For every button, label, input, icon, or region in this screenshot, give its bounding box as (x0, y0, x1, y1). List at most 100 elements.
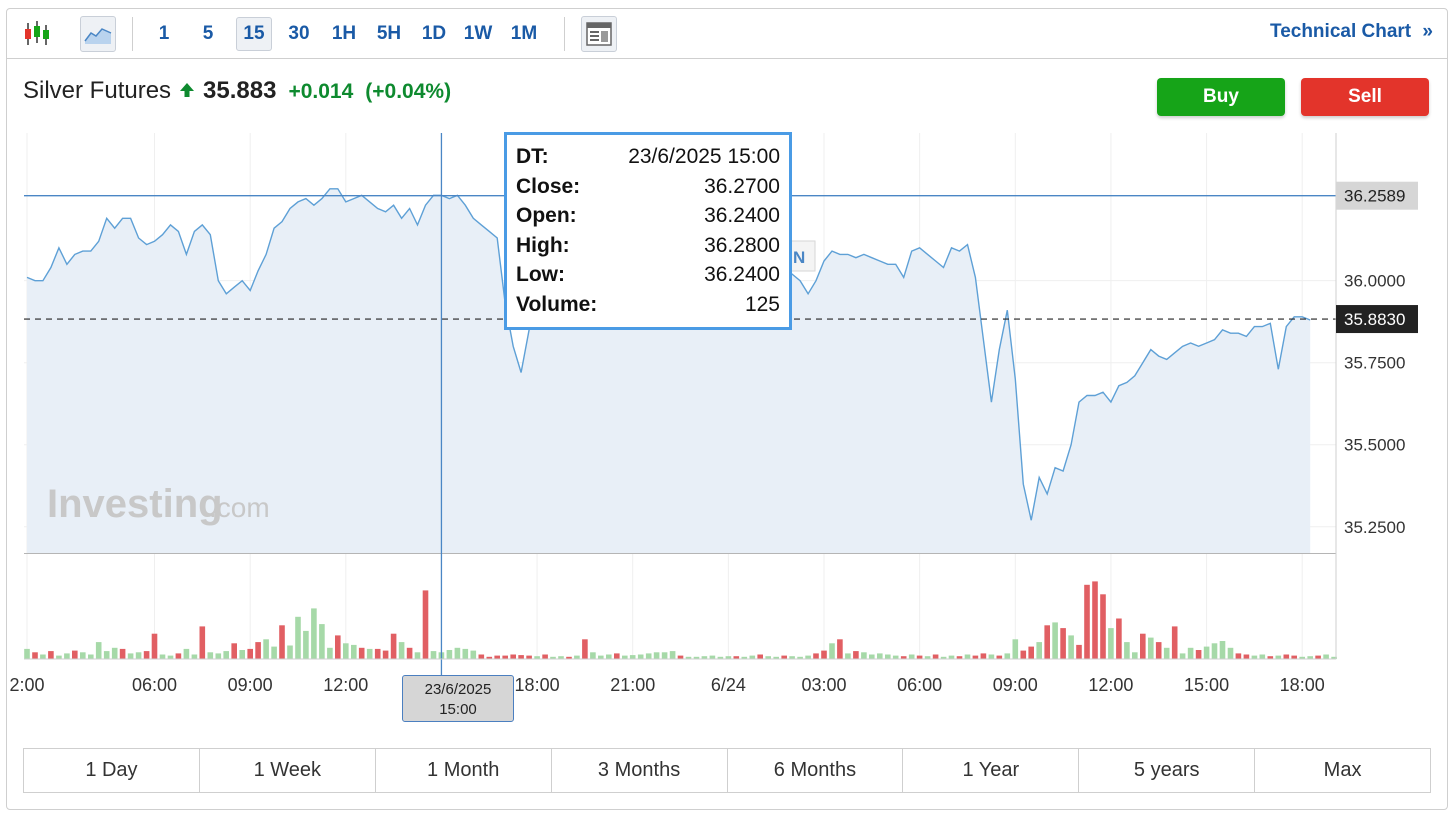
volume-bar (486, 656, 493, 660)
volume-bar (518, 655, 524, 659)
volume-bar (80, 652, 86, 660)
chart-table-icon[interactable] (581, 16, 617, 52)
tooltip-value: 23/6/2025 15:00 (628, 145, 780, 168)
last-price-tag (1336, 305, 1418, 334)
volume-bar (1068, 635, 1074, 659)
time-axis: 2:00 06:00 09:00 12:00 15:00 18:00 21:00 6/24 03… (9, 675, 1324, 695)
volume-bar (295, 616, 301, 659)
range-1-year[interactable]: 1 Year (903, 749, 1080, 792)
timeframe-1w[interactable]: 1W (463, 23, 493, 44)
volume-bar (183, 648, 190, 659)
volume-bar (1100, 594, 1106, 659)
volume-bar (1044, 625, 1050, 660)
range-1-month[interactable]: 1 Month (376, 749, 552, 792)
range-6-months[interactable]: 6 Months (728, 749, 904, 792)
tooltip-row: Low: 36.2400 (516, 263, 780, 293)
range-1-day[interactable]: 1 Day (24, 749, 200, 792)
tooltip-value: 36.2700 (704, 174, 780, 198)
volume-bar (837, 639, 843, 659)
volume-bar (143, 651, 150, 659)
volume-bar (255, 642, 261, 659)
timeframe-1mo[interactable]: 1M (510, 23, 538, 44)
candlestick-chart-icon[interactable] (19, 16, 55, 52)
time-axis-label: 2:00 (9, 675, 44, 695)
volume-bar (1084, 584, 1090, 660)
volume-bar (869, 654, 875, 659)
technical-chart-link[interactable]: Technical Chart » (1270, 21, 1433, 43)
volume-bar (590, 652, 596, 660)
volume-bar (550, 656, 556, 660)
range-5-years[interactable]: 5 years (1079, 749, 1256, 792)
instrument-name: Silver Futures (23, 77, 172, 104)
tooltip-key: High: (516, 233, 570, 257)
range-1-week[interactable]: 1 Week (200, 749, 376, 792)
volume-bar (48, 651, 54, 659)
volume-bar (32, 652, 38, 660)
volume-bar (940, 656, 947, 660)
tooltip-value: 36.2800 (704, 233, 780, 257)
volume-bar (502, 655, 508, 659)
investing-watermark: Investing .com (47, 482, 270, 526)
volume-bar (542, 654, 548, 659)
buy-button[interactable]: Buy (1157, 78, 1285, 116)
volume-bar (1012, 639, 1019, 659)
watermark-suffix: .com (209, 492, 270, 523)
timeframe-30m[interactable]: 30 (288, 23, 310, 44)
price-axis-label: 35.5000 (1344, 436, 1405, 455)
price-axis-label: 36.0000 (1344, 272, 1405, 291)
volume-bar (366, 648, 373, 659)
price-chart[interactable]: Investing .com 36.0000 35.7500 35.5000 35.2… (7, 9, 1447, 744)
price-tags: 36.2589 35.8830 (1336, 181, 1418, 334)
volume-bar (1028, 646, 1034, 659)
timeframe-1h[interactable]: 1H (331, 23, 357, 44)
chevron-right-icon: » (1422, 21, 1433, 42)
timeframe-15m[interactable]: 15 (236, 17, 272, 51)
volume-bar (781, 655, 787, 659)
crosshair-date-label: 23/6/2025 15:00 (402, 675, 514, 722)
timeframe-1d[interactable]: 1D (421, 23, 447, 44)
sell-button[interactable]: Sell (1301, 78, 1429, 116)
volume-bar (892, 655, 899, 659)
area-chart-icon[interactable] (80, 16, 116, 52)
time-axis-label: 21:00 (610, 675, 655, 695)
volume-bar (167, 655, 174, 659)
volume-bar (885, 654, 891, 659)
time-axis-label: 06:00 (897, 675, 942, 695)
volume-bar (1116, 618, 1122, 659)
volume-bar (1036, 642, 1042, 659)
volume-bar (1171, 626, 1178, 659)
volume-bar (996, 655, 1003, 659)
volume-bar (231, 643, 237, 659)
timeframe-5h[interactable]: 5H (376, 23, 402, 44)
volume-bar (72, 650, 78, 659)
volume-bar (1124, 642, 1130, 659)
up-arrow-icon (179, 82, 195, 103)
range-max[interactable]: Max (1323, 759, 1362, 781)
volume-bar (263, 639, 269, 659)
volume-bar (749, 655, 756, 659)
volume-bar (1187, 647, 1194, 660)
volume-bar (741, 656, 748, 660)
volume-bar (287, 645, 293, 659)
price-axis-label: 35.2500 (1344, 518, 1405, 537)
volume-bar (406, 647, 413, 660)
volume-bar (135, 652, 142, 660)
volume-bar (534, 656, 540, 659)
timeframe-5m[interactable]: 5 (202, 23, 214, 44)
chart-toolbar: 1 5 15 30 1H 5H 1D 1W 1M Technical Chart… (7, 9, 1447, 59)
volume-bar (972, 655, 979, 659)
time-axis-label: 06:00 (132, 675, 177, 695)
volume-bar (558, 656, 564, 659)
range-3-months[interactable]: 3 Months (552, 749, 728, 792)
volume-bar (1299, 656, 1305, 660)
timeframe-1m[interactable]: 1 (158, 23, 170, 44)
volume-bar (88, 654, 94, 659)
volume-bar (661, 652, 668, 660)
volume-bar (566, 656, 572, 660)
volume-bar (1259, 654, 1266, 659)
price-axis-label: 35.7500 (1344, 354, 1405, 373)
volume-bar (470, 650, 477, 659)
volume-bar (701, 656, 708, 659)
tooltip-value: 36.2400 (704, 204, 780, 227)
tooltip-value: 36.2400 (704, 263, 780, 286)
